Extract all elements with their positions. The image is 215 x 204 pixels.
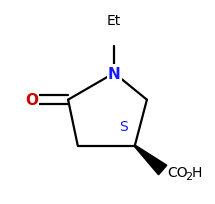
Text: N: N (108, 66, 121, 81)
Text: S: S (120, 120, 128, 134)
Text: CO: CO (167, 166, 188, 180)
Polygon shape (134, 145, 167, 175)
Text: H: H (191, 166, 201, 180)
Text: O: O (25, 93, 38, 108)
Text: 2: 2 (185, 171, 192, 181)
Text: Et: Et (107, 14, 121, 28)
